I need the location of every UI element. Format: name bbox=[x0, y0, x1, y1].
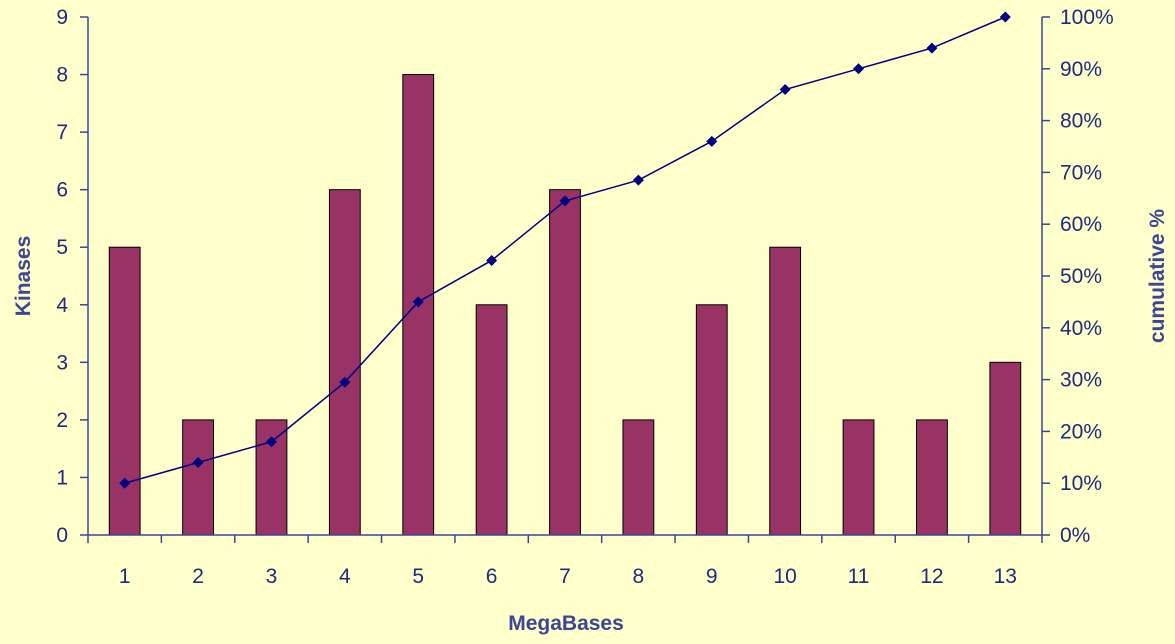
x-tick-label: 2 bbox=[192, 565, 204, 588]
bar-13 bbox=[989, 361, 1022, 536]
x-tick-label: 13 bbox=[994, 565, 1017, 588]
cumulative-point-1 bbox=[119, 477, 131, 489]
y-tick-label: 8 bbox=[56, 64, 68, 87]
cumulative-point-13 bbox=[999, 11, 1011, 23]
cumulative-point-12 bbox=[926, 42, 938, 54]
cumulative-point-3 bbox=[265, 436, 277, 448]
x-tick-label: 1 bbox=[119, 565, 131, 588]
y-tick-label: 0 bbox=[56, 524, 68, 547]
y2-tick-label: 30% bbox=[1060, 369, 1102, 392]
x-tick-label: 5 bbox=[412, 565, 424, 588]
x-axis-title: MegaBases bbox=[508, 612, 624, 635]
line-layer bbox=[119, 11, 1011, 489]
y2-tick-label: 90% bbox=[1060, 58, 1102, 81]
y-axis-title: Kinases bbox=[12, 236, 35, 317]
y-tick-label: 9 bbox=[56, 6, 68, 29]
y2-tick-label: 60% bbox=[1060, 213, 1102, 236]
y-tick-label: 3 bbox=[56, 351, 68, 374]
axes-layer bbox=[80, 16, 1050, 543]
x-tick-label: 3 bbox=[266, 565, 278, 588]
y2-axis-title: cumulative % bbox=[1146, 209, 1169, 344]
y2-tick-label: 70% bbox=[1060, 161, 1102, 184]
bar-1 bbox=[108, 246, 141, 536]
x-tick-label: 6 bbox=[486, 565, 498, 588]
bars-layer bbox=[108, 74, 1022, 536]
y-tick-label: 2 bbox=[56, 409, 68, 432]
bar-8 bbox=[622, 419, 655, 536]
y2-tick-label: 0% bbox=[1060, 524, 1090, 547]
bar-6 bbox=[475, 304, 508, 536]
bar-2 bbox=[182, 419, 214, 536]
y2-tick-label: 100% bbox=[1060, 6, 1114, 29]
y-tick-label: 5 bbox=[56, 236, 68, 259]
cumulative-point-8 bbox=[632, 174, 644, 186]
bar-7 bbox=[549, 189, 581, 536]
bar-10 bbox=[769, 246, 802, 536]
y-tick-label: 1 bbox=[56, 466, 68, 489]
y-tick-label: 6 bbox=[56, 179, 68, 202]
y2-tick-label: 20% bbox=[1060, 420, 1102, 443]
y-tick-label: 7 bbox=[56, 121, 68, 144]
bar-11 bbox=[842, 419, 875, 536]
cumulative-point-5 bbox=[412, 296, 424, 308]
y-tick-label: 4 bbox=[56, 294, 68, 317]
x-tick-label: 8 bbox=[633, 565, 645, 588]
cumulative-point-7 bbox=[559, 195, 571, 207]
y2-tick-label: 10% bbox=[1060, 472, 1102, 495]
cumulative-point-2 bbox=[192, 456, 204, 468]
x-tick-label: 11 bbox=[848, 565, 870, 588]
y2-tick-label: 50% bbox=[1060, 265, 1102, 288]
cumulative-point-9 bbox=[706, 135, 718, 147]
cumulative-point-4 bbox=[339, 376, 351, 388]
x-tick-label: 7 bbox=[559, 565, 571, 588]
x-tick-label: 10 bbox=[773, 565, 796, 588]
bar-12 bbox=[916, 419, 948, 536]
cumulative-point-10 bbox=[779, 84, 791, 96]
cumulative-point-11 bbox=[853, 63, 865, 75]
bar-4 bbox=[328, 189, 361, 536]
cumulative-point-6 bbox=[486, 254, 498, 266]
x-tick-label: 4 bbox=[339, 565, 351, 588]
bar-9 bbox=[695, 304, 728, 536]
x-tick-label: 12 bbox=[920, 565, 943, 588]
x-tick-label: 9 bbox=[706, 565, 718, 588]
y2-tick-label: 40% bbox=[1060, 317, 1102, 340]
y2-tick-label: 80% bbox=[1060, 110, 1102, 133]
labels-layer: 01234567890%10%20%30%40%50%60%70%80%90%1… bbox=[56, 6, 1113, 588]
